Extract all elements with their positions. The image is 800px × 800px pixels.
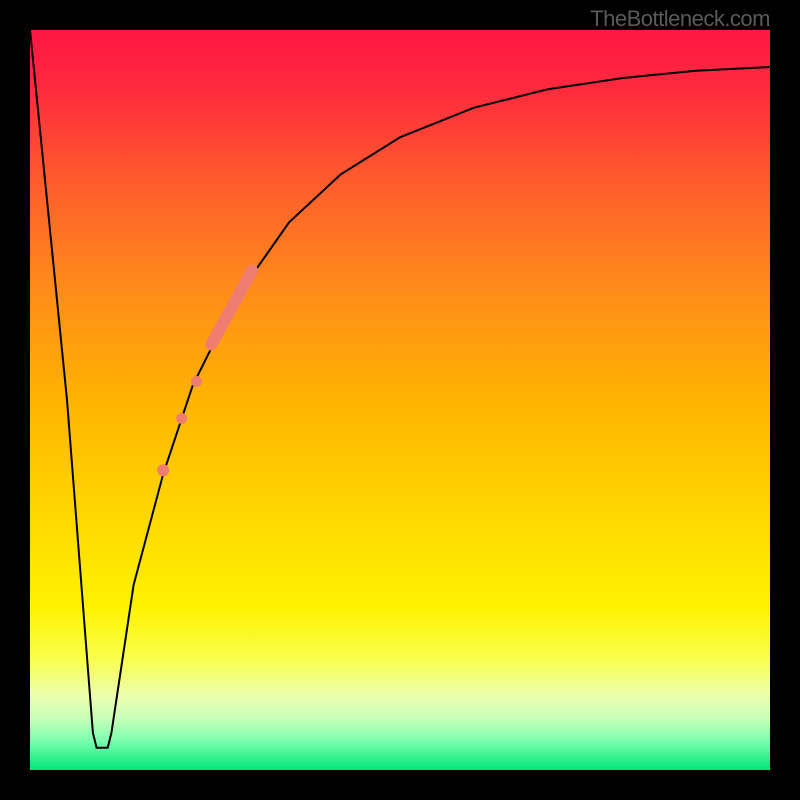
highlight-dot	[157, 464, 169, 476]
gradient-background	[30, 30, 770, 770]
chart-container: TheBottleneck.com	[0, 0, 800, 800]
plot-svg	[30, 30, 770, 770]
watermark-text: TheBottleneck.com	[590, 6, 770, 32]
highlight-dot	[191, 376, 202, 387]
highlight-dot	[176, 413, 187, 424]
